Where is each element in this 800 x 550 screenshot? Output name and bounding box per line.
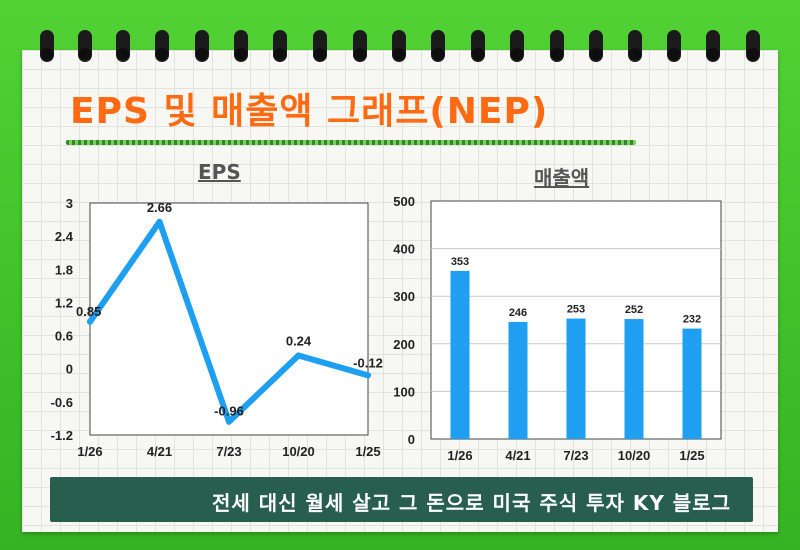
eps-data-point <box>295 352 302 359</box>
eps-data-point <box>365 372 371 379</box>
eps-data-point <box>156 218 163 225</box>
page-title: EPS 및 매출액 그래프(NEP) <box>70 91 549 132</box>
eps-data-point <box>226 418 232 425</box>
footer-banner: 전세 대신 월세 살고 그 돈으로 미국 주식 투자 KY 블로그 <box>50 477 753 522</box>
eps-y-tick-label: 0 <box>66 362 73 377</box>
eps-y-tick-label: 1.8 <box>55 262 73 277</box>
eps-data-label: 0.24 <box>286 333 312 348</box>
eps-y-tick-label: -0.6 <box>51 395 73 410</box>
revenue-y-tick-label: 200 <box>393 337 415 352</box>
revenue-x-tick-label: 10/20 <box>618 448 651 463</box>
revenue-y-tick-label: 300 <box>393 289 415 304</box>
binding-ring <box>431 30 445 62</box>
revenue-bar <box>566 318 586 439</box>
binding-ring <box>40 30 54 62</box>
revenue-y-tick-label: 100 <box>393 384 415 399</box>
eps-data-point <box>87 318 93 325</box>
revenue-y-tick-label: 400 <box>393 242 415 257</box>
revenue-bar <box>450 270 470 439</box>
eps-data-label: -0.96 <box>214 404 244 419</box>
eps-y-tick-label: -1.2 <box>51 428 73 443</box>
banner-text: 전세 대신 월세 살고 그 돈으로 미국 주식 투자 KY 블로그 <box>211 491 731 515</box>
revenue-bar <box>682 328 702 439</box>
binding-ring <box>510 30 524 62</box>
eps-y-tick-label: 2.4 <box>55 229 74 244</box>
revenue-x-tick-label: 1/26 <box>447 448 472 463</box>
eps-x-tick-label: 1/26 <box>77 444 102 459</box>
binding-ring <box>471 30 485 62</box>
binding-ring <box>116 30 130 62</box>
eps-y-tick-label: 0.6 <box>55 329 73 344</box>
revenue-x-tick-label: 4/21 <box>505 448 530 463</box>
revenue-y-tick-label: 500 <box>393 194 415 209</box>
revenue-bar <box>624 319 644 439</box>
binding-ring <box>746 30 760 62</box>
eps-y-tick-label: 3 <box>66 196 73 211</box>
binding-ring <box>392 30 406 62</box>
eps-data-label: -0.12 <box>353 355 383 370</box>
revenue-data-label: 246 <box>509 307 527 319</box>
binding-ring <box>667 30 681 62</box>
eps-x-tick-label: 10/20 <box>282 444 315 459</box>
revenue-data-label: 253 <box>567 304 585 316</box>
eps-plot-area <box>89 202 369 436</box>
binding-ring <box>628 30 642 62</box>
revenue-bar <box>508 321 528 439</box>
binding-ring <box>273 30 287 62</box>
binding-ring <box>234 30 248 62</box>
binding-ring <box>550 30 564 62</box>
revenue-x-tick-label: 7/23 <box>563 448 588 463</box>
title-underline <box>66 140 636 145</box>
revenue-chart-title: 매출액 <box>534 166 590 190</box>
binding-ring <box>78 30 92 62</box>
eps-y-tick-label: 1.2 <box>55 295 73 310</box>
revenue-y-tick-label: 0 <box>408 432 415 447</box>
binding-ring <box>195 30 209 62</box>
binding-ring <box>589 30 603 62</box>
binding-ring <box>313 30 327 62</box>
binding-ring <box>353 30 367 62</box>
eps-x-tick-label: 7/23 <box>216 444 241 459</box>
eps-data-label: 0.85 <box>76 304 101 319</box>
eps-x-tick-label: 1/25 <box>355 444 380 459</box>
eps-data-label: 2.66 <box>147 200 172 215</box>
revenue-data-label: 252 <box>625 304 643 316</box>
eps-x-tick-label: 4/21 <box>147 444 172 459</box>
eps-chart-title: EPS <box>198 160 241 184</box>
revenue-data-label: 232 <box>683 314 701 326</box>
binding-ring <box>706 30 720 62</box>
revenue-x-tick-label: 1/25 <box>679 448 704 463</box>
revenue-data-label: 353 <box>451 256 469 268</box>
binding-ring <box>155 30 169 62</box>
